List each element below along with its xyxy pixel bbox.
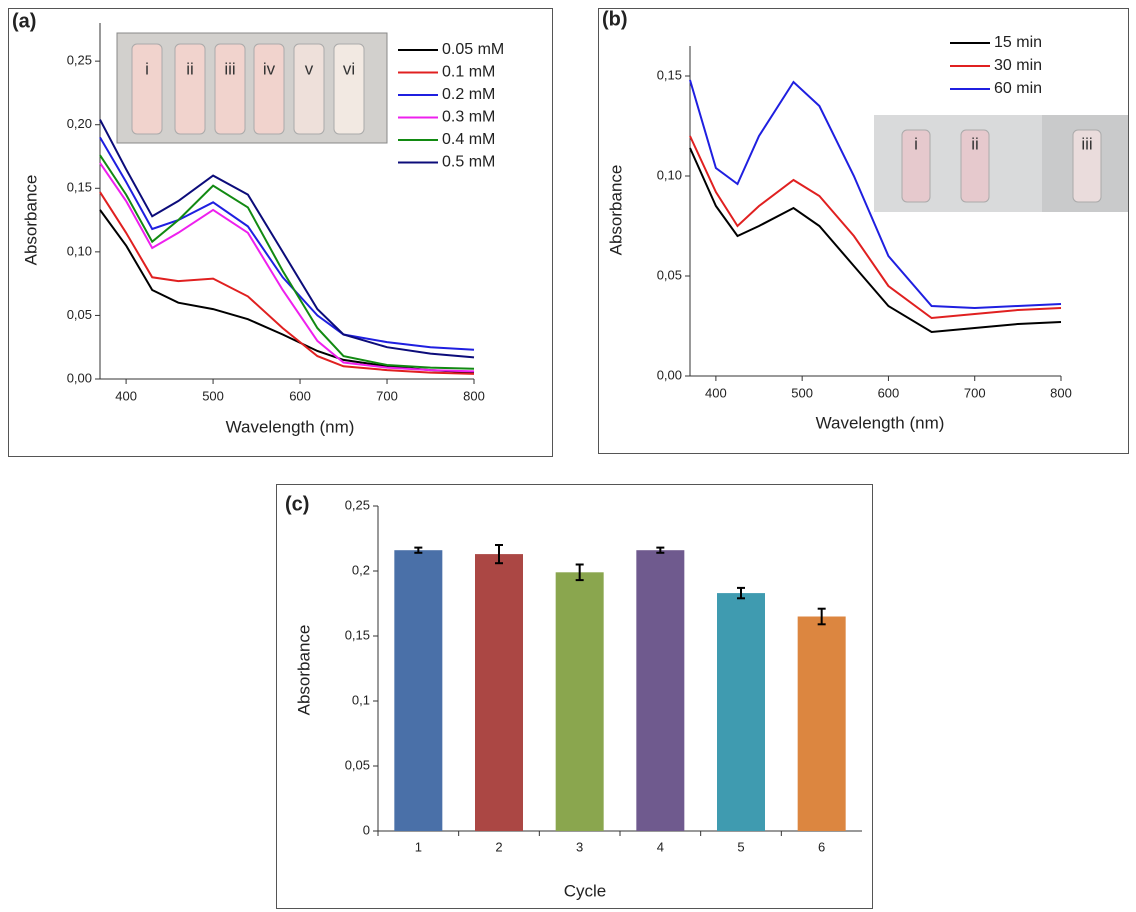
data-line <box>689 135 1062 320</box>
data-line <box>689 147 1062 334</box>
y-axis-label: Absorbance <box>294 625 313 716</box>
x-tick-label: 2 <box>495 839 502 854</box>
data-line <box>99 154 475 370</box>
y-tick-label: 0,15 <box>345 627 370 642</box>
panel-label: (c) <box>285 493 309 515</box>
data-line <box>99 191 475 375</box>
y-tick-label: 0,00 <box>67 370 92 385</box>
x-tick-label: 600 <box>878 385 900 400</box>
y-tick-label: 0,25 <box>67 53 92 68</box>
x-tick-label: 500 <box>202 388 224 403</box>
data-line <box>99 162 475 373</box>
panel-frame <box>598 8 1129 454</box>
legend-label: 0.05 mM <box>442 41 504 58</box>
x-tick-label: 700 <box>376 388 398 403</box>
y-tick-label: 0,05 <box>345 757 370 772</box>
inset-label: iii <box>1081 134 1092 153</box>
y-tick-label: 0,25 <box>345 497 370 512</box>
x-tick-label: 800 <box>463 388 485 403</box>
y-axis-label: Absorbance <box>606 165 625 256</box>
data-line <box>99 119 475 359</box>
y-tick-label: 0,00 <box>657 367 682 382</box>
y-tick-label: 0,05 <box>67 307 92 322</box>
inset-label: v <box>305 59 314 78</box>
bar <box>797 616 846 831</box>
legend-label: 15 min <box>994 34 1042 51</box>
panel-label: (a) <box>12 10 36 32</box>
bar <box>555 572 604 831</box>
y-axis-label: Absorbance <box>21 175 40 266</box>
panel-frame <box>276 484 873 909</box>
bar <box>636 550 685 831</box>
y-tick-label: 0,1 <box>352 692 370 707</box>
legend-label: 0.5 mM <box>442 154 495 171</box>
inset-label: iii <box>224 59 235 78</box>
legend-label: 30 min <box>994 57 1042 74</box>
legend-label: 0.2 mM <box>442 86 495 103</box>
x-axis-label: Cycle <box>564 881 607 900</box>
x-tick-label: 400 <box>115 388 137 403</box>
x-tick-label: 500 <box>791 385 813 400</box>
x-tick-label: 700 <box>964 385 986 400</box>
y-tick-label: 0,10 <box>67 243 92 258</box>
y-tick-label: 0,05 <box>657 267 682 282</box>
photo-inset <box>116 32 388 144</box>
panel-label: (b) <box>602 8 628 30</box>
data-line <box>99 136 475 351</box>
y-tick-label: 0 <box>363 822 370 837</box>
inset-label: ii <box>971 134 979 153</box>
panel-frame <box>8 8 553 457</box>
bar <box>717 593 765 831</box>
y-tick-label: 0,15 <box>67 180 92 195</box>
legend-label: 0.4 mM <box>442 131 495 148</box>
data-line <box>99 209 475 374</box>
bar <box>475 554 523 831</box>
y-tick-label: 0,10 <box>657 167 682 182</box>
photo-inset <box>874 115 1128 212</box>
x-tick-label: 5 <box>737 839 744 854</box>
x-tick-label: 1 <box>415 839 422 854</box>
inset-label: i <box>145 59 149 78</box>
x-tick-label: 3 <box>576 839 583 854</box>
legend-label: 60 min <box>994 80 1042 97</box>
x-tick-label: 6 <box>818 839 825 854</box>
inset-label: iv <box>263 59 276 78</box>
x-tick-label: 4 <box>657 839 664 854</box>
bar <box>394 550 443 831</box>
x-tick-label: 600 <box>289 388 311 403</box>
y-tick-label: 0,2 <box>352 562 370 577</box>
inset-label: ii <box>186 59 194 78</box>
legend-label: 0.1 mM <box>442 64 495 81</box>
legend-label: 0.3 mM <box>442 109 495 126</box>
inset-label: vi <box>343 59 355 78</box>
y-tick-label: 0,15 <box>657 67 682 82</box>
inset-label: i <box>914 134 918 153</box>
data-line <box>689 79 1062 310</box>
x-axis-label: Wavelength (nm) <box>816 413 945 432</box>
x-axis-label: Wavelength (nm) <box>226 417 355 436</box>
x-tick-label: 800 <box>1050 385 1072 400</box>
y-tick-label: 0,20 <box>67 116 92 131</box>
x-tick-label: 400 <box>705 385 727 400</box>
